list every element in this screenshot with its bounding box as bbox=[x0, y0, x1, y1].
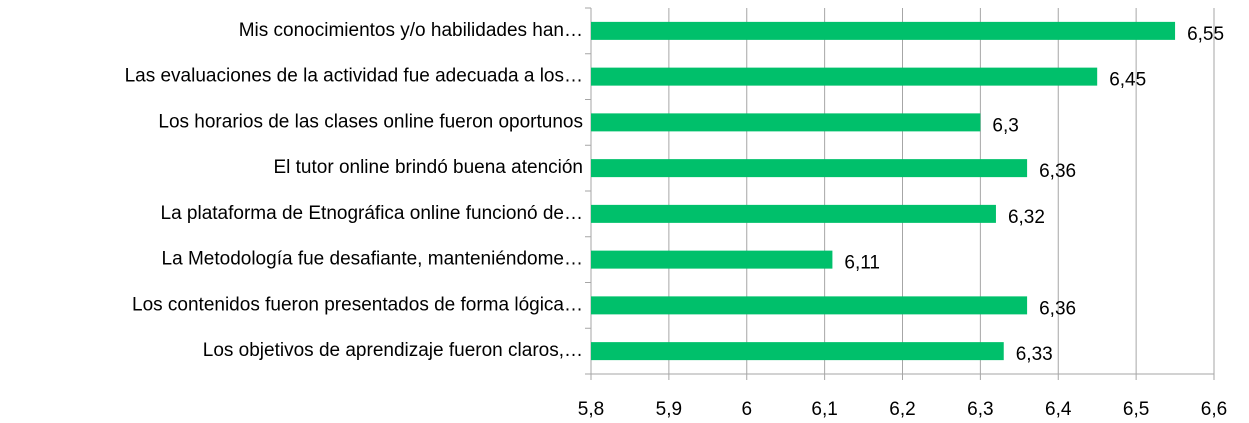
y-tick-label: Las evaluaciones de la actividad fue ade… bbox=[125, 66, 583, 87]
bar bbox=[591, 67, 1098, 86]
y-tick-label: La plataforma de Etnográfica online func… bbox=[161, 203, 584, 224]
value-label: 6,36 bbox=[1039, 298, 1076, 319]
bar bbox=[591, 296, 1028, 315]
value-label: 6,32 bbox=[1008, 207, 1045, 228]
bar bbox=[591, 21, 1176, 40]
x-tick-label: 6,5 bbox=[1123, 399, 1149, 420]
bar bbox=[591, 159, 1028, 178]
value-label: 6,33 bbox=[1016, 344, 1053, 365]
x-tick-label: 6,3 bbox=[967, 399, 993, 420]
bar bbox=[591, 113, 981, 132]
x-tick-label: 6,6 bbox=[1201, 399, 1227, 420]
y-tick-label: La Metodología fue desafiante, mantenién… bbox=[162, 249, 583, 270]
bar bbox=[591, 250, 833, 269]
y-tick-label: Los horarios de las clases online fueron… bbox=[158, 111, 583, 132]
x-tick-label: 5,8 bbox=[578, 399, 604, 420]
bar bbox=[591, 204, 996, 223]
x-tick-label: 6,4 bbox=[1045, 399, 1072, 420]
y-tick-label: Los contenidos fueron presentados de for… bbox=[132, 294, 583, 315]
value-label: 6,45 bbox=[1109, 70, 1146, 91]
y-tick-label: El tutor online brindó buena atención bbox=[273, 157, 583, 178]
y-tick-label: Mis conocimientos y/o habilidades han… bbox=[239, 20, 583, 41]
value-label: 6,3 bbox=[992, 115, 1018, 136]
bar bbox=[591, 342, 1004, 361]
value-label: 6,55 bbox=[1187, 24, 1224, 45]
x-tick-label: 6,1 bbox=[811, 399, 837, 420]
x-tick-label: 5,9 bbox=[656, 399, 682, 420]
x-tick-label: 6,2 bbox=[889, 399, 915, 420]
value-label: 6,36 bbox=[1039, 161, 1076, 182]
value-label: 6,11 bbox=[844, 253, 880, 274]
x-tick-label: 6 bbox=[741, 399, 752, 420]
y-tick-label: Los objetivos de aprendizaje fueron clar… bbox=[203, 340, 583, 361]
